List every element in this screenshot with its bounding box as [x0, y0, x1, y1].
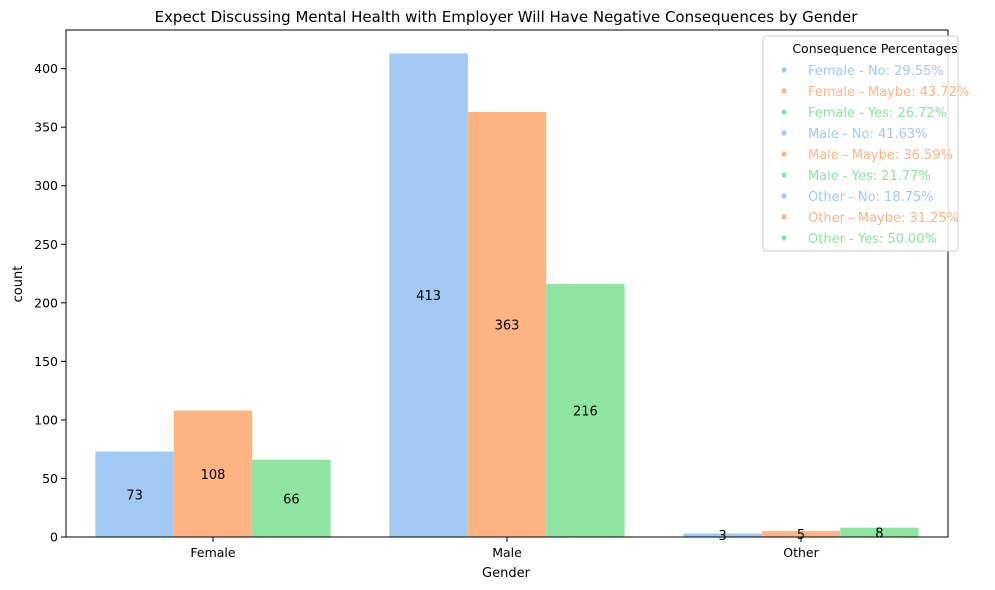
y-tick-label: 100	[34, 412, 58, 427]
legend-entry: Female - No: 29.55%	[808, 64, 944, 79]
legend-marker	[781, 235, 787, 241]
bar-male-yes	[546, 284, 625, 537]
legend-box	[762, 35, 959, 252]
bar-female-yes	[252, 459, 331, 537]
bar-male-maybe	[467, 111, 547, 538]
y-tick-label: 200	[34, 295, 58, 310]
data-label: 5	[797, 528, 805, 543]
x-axis: Female Male Other	[190, 537, 820, 560]
legend-entry: Other - Maybe: 31.25%	[808, 211, 959, 226]
bar-other-no	[683, 533, 762, 537]
x-tick-label: Female	[190, 545, 236, 560]
legend-entry: Other - Yes: 50.00%	[808, 232, 937, 247]
y-tick-label: 0	[50, 530, 58, 545]
x-tick-label: Male	[492, 545, 522, 560]
y-tick-label: 150	[34, 354, 58, 369]
chart-title: Expect Discussing Mental Health with Emp…	[155, 8, 859, 26]
legend-marker	[781, 130, 787, 136]
y-tick-label: 400	[34, 61, 58, 76]
bar-other-maybe	[761, 531, 841, 537]
y-tick-label: 300	[34, 178, 58, 193]
legend-entries: Female - No: 29.55% Female - Maybe: 43.72…	[781, 64, 969, 247]
legend-entry: Male - Yes: 21.77%	[808, 169, 931, 184]
y-tick-label: 50	[42, 471, 58, 486]
legend-marker	[781, 67, 787, 73]
legend-marker	[781, 172, 787, 178]
legend-entry: Male - No: 41.63%	[808, 127, 928, 142]
data-label: 363	[495, 318, 520, 333]
legend-marker	[781, 193, 787, 199]
legend-marker	[781, 214, 787, 220]
legend-marker	[781, 109, 787, 115]
bar-other-yes	[840, 527, 919, 537]
data-label: 73	[126, 488, 143, 503]
data-label: 413	[416, 289, 441, 304]
y-axis-label: count	[11, 266, 26, 303]
legend-entry: Female - Yes: 26.72%	[808, 106, 947, 121]
legend-marker	[781, 151, 787, 157]
bar-female-no	[95, 451, 174, 537]
bars-group	[95, 53, 919, 538]
data-label: 8	[875, 526, 883, 541]
legend-entry: Male - Maybe: 36.59%	[808, 148, 953, 163]
legend-title: Consequence Percentages	[792, 41, 957, 56]
legend-marker	[781, 88, 787, 94]
data-label: 216	[573, 405, 598, 420]
y-tick-label: 250	[34, 237, 58, 252]
legend-entry: Other - No: 18.75%	[808, 190, 934, 205]
bar-male-no	[389, 53, 468, 538]
data-label: 66	[283, 492, 300, 507]
y-axis: 0 50 100 150 200 250 300 350 400	[34, 61, 66, 545]
data-label: 108	[201, 468, 226, 483]
x-axis-label: Gender	[482, 566, 531, 581]
bar-female-maybe	[173, 410, 253, 537]
legend: Consequence Percentages Female - No: 29.…	[762, 35, 969, 252]
y-tick-label: 350	[34, 120, 58, 135]
legend-entry: Female - Maybe: 43.72%	[808, 85, 969, 100]
x-tick-label: Other	[783, 545, 819, 560]
